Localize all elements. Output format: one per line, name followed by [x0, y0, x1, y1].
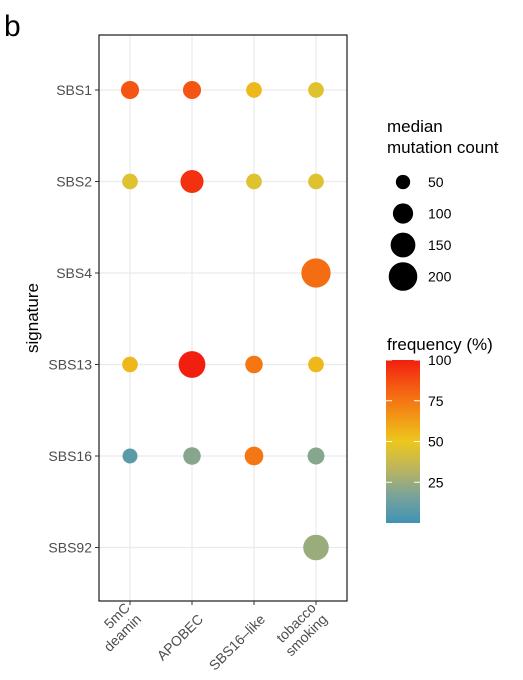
data-point	[122, 173, 138, 190]
data-point	[183, 447, 201, 465]
grid-lines	[99, 35, 347, 601]
y-tick-label: SBS4	[56, 265, 92, 281]
data-point	[303, 534, 329, 561]
data-point	[246, 82, 262, 98]
data-point	[244, 446, 264, 466]
y-tick-label: SBS2	[56, 174, 92, 190]
data-point	[301, 258, 331, 288]
data-point	[122, 356, 138, 373]
size-legend-key	[392, 203, 414, 224]
color-legend-title: frequency (%)	[387, 335, 493, 354]
size-legend-key	[395, 174, 411, 190]
color-legend-label: 100	[428, 352, 452, 368]
color-legend: frequency (%) 25 50 75 100	[386, 335, 493, 523]
size-legend-title: median	[387, 117, 443, 136]
x-tick-labels: 5mCdeamin APOBEC SBS16–like tobaccosmoking	[89, 599, 331, 674]
data-points	[120, 80, 331, 561]
size-legend-label: 100	[428, 206, 452, 222]
x-tick-label: APOBEC	[154, 611, 207, 664]
data-point	[245, 355, 263, 374]
y-tick-label: SBS13	[48, 357, 92, 373]
data-point	[122, 448, 138, 464]
data-point	[182, 80, 202, 100]
data-point	[178, 351, 206, 378]
size-legend-label: 50	[428, 174, 444, 190]
size-legend-title: mutation count	[387, 138, 499, 157]
data-point	[246, 173, 262, 190]
data-point	[307, 447, 325, 465]
color-legend-label: 50	[428, 434, 444, 450]
panel-letter: b	[4, 10, 21, 43]
color-legend-label: 25	[428, 474, 444, 490]
data-point	[308, 173, 324, 190]
data-point	[308, 82, 324, 98]
data-point	[120, 80, 140, 100]
y-tick-label: SBS92	[48, 540, 92, 556]
plot-border	[98, 34, 348, 602]
size-legend-key	[388, 262, 418, 291]
size-legend-label: 200	[428, 269, 452, 285]
color-legend-label: 75	[428, 393, 444, 409]
x-tick-label: SBS16–like	[206, 611, 269, 674]
x-tick-label: tobaccosmoking	[271, 599, 331, 659]
y-tick-label: SBS16	[48, 448, 92, 464]
x-tick-label: 5mCdeamin	[89, 600, 144, 655]
data-point	[308, 356, 324, 373]
data-point	[180, 169, 204, 194]
y-tick-labels: SBS1 SBS2 SBS4 SBS13 SBS16 SBS92	[48, 82, 99, 556]
y-tick-label: SBS1	[56, 82, 92, 98]
y-axis-title: signature	[23, 283, 42, 353]
size-legend: median mutation count 50 100 150 200	[387, 117, 499, 291]
size-legend-label: 150	[428, 237, 452, 253]
size-legend-key	[390, 232, 416, 258]
